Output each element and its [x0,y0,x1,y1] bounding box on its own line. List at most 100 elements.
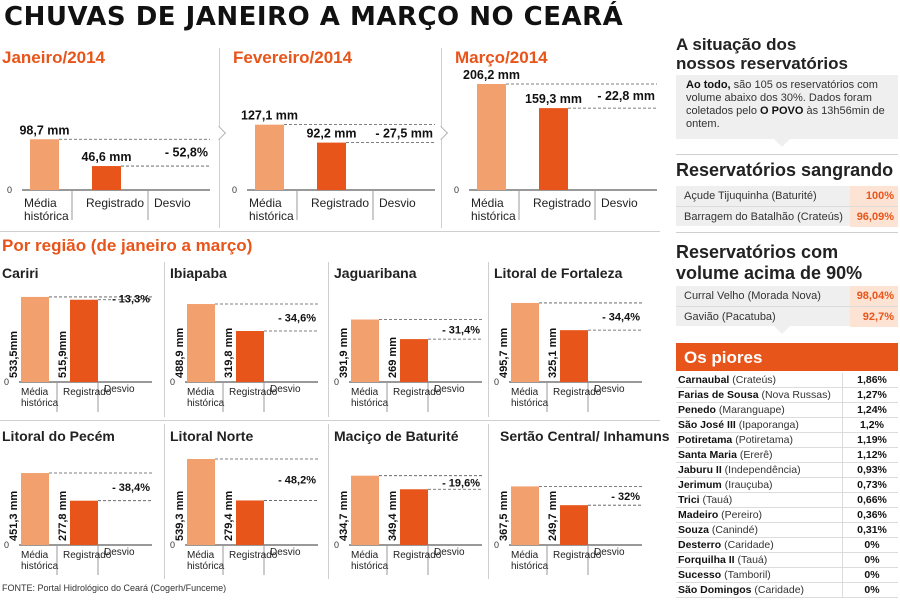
chart-title-litoral-norte: Litoral Norte [170,428,254,444]
category-label-media-line-2: histórica [24,209,69,223]
category-label-registrado: Registrado [63,387,112,398]
piores-row: Potiretama (Potiretama) 1,19% [676,433,898,448]
value-label-media: 206,2 mm [463,68,520,82]
bar-media-historica [511,302,539,382]
category-label-desvio: Desvio [104,547,135,558]
section-title: Por região (de janeiro a março) [2,236,253,255]
category-label-media: Média [249,196,282,210]
category-label-media-line-2: histórica [351,398,389,409]
category-label-registrado: Registrado [311,196,369,210]
bar-media-historica [187,304,215,382]
bar-media-historica [351,475,379,545]
reservoir-value: 1,27% [857,389,887,401]
sangrando-row: Barragem do Batalhão (Crateús) 96,09% [676,206,898,227]
chart-title-cariri: Cariri [2,265,39,281]
category-label-media: Média [511,387,539,398]
acima-title-line-1: Reservatórios com [676,242,839,262]
zero-tick: 0 [334,540,339,550]
info-text: Ao todo, são 105 os reservatórios com vo… [686,79,891,131]
bar-registrado [236,500,264,545]
value-label-media: 451,3 mm [8,491,20,541]
category-label-media: Média [21,387,49,398]
reservoir-name: Açude Tijuquinha (Baturité) [684,190,817,202]
bar-registrado [236,331,264,382]
deviation-label: - 19,6% [442,477,480,489]
category-label-registrado: Registrado [86,196,144,210]
reservoir-name: Penedo (Maranguape) [678,404,785,416]
chart-title-macico-baturite: Maciço de Baturité [334,428,459,444]
chart-title-sertao-central: Sertão Central/ Inhamuns [500,428,670,444]
value-label-media: 434,7 mm [338,491,350,541]
info-lead: Ao todo, [686,79,731,91]
category-label-media-line-2: histórica [21,561,59,572]
reservoir-value: 0,66% [857,494,887,506]
piores-title: Os piores [684,348,763,367]
value-label-media: 98,7 mm [19,123,69,137]
bar-media-historica [477,84,506,190]
acima-title-line-2: volume acima de 90% [676,263,863,283]
category-label-desvio: Desvio [104,384,135,395]
zero-tick: 0 [7,185,12,195]
zero-tick: 0 [494,540,499,550]
reservoir-value: 96,09% [850,207,898,227]
zero-tick: 0 [454,185,459,195]
chart-title-litoral-pecem: Litoral do Pecém [2,428,115,444]
value-label-media: 391,9 mm [338,328,350,378]
value-label-registrado: 46,6 mm [81,150,131,164]
chart-title-ibiapaba: Ibiapaba [170,265,227,281]
value-label-media: 488,9 mm [174,328,186,378]
deviation-label: - 52,8% [165,146,208,160]
bar-registrado [400,339,428,382]
reservoir-value: 98,04% [850,286,898,306]
piores-row: Santa Maria (Ererê) 1,12% [676,448,898,463]
sangrando-row: Açude Tijuquinha (Baturité) 100% [676,186,898,206]
zero-tick: 0 [232,185,237,195]
piores-row: Carnaubal (Crateús) 1,86% [676,373,898,388]
value-label-media: 533,5mm [8,331,20,378]
acima-row: Curral Velho (Morada Nova) 98,04% [676,286,898,306]
zero-tick: 0 [4,540,9,550]
value-label-media: 127,1 mm [241,109,298,123]
piores-row: Madeiro (Pereiro) 0,36% [676,508,898,523]
reservoir-name: São Domingos (Caridade) [678,584,805,596]
piores-row: Sucesso (Tamboril) 0% [676,568,898,583]
reservoir-value: 1,86% [857,374,887,386]
chart-marco: 0 206,2 mm 159,3 mm - 22,8 mm Médiahistórica… [454,68,657,223]
category-label-registrado: Registrado [553,387,602,398]
reservoir-name: Forquilha II (Tauá) [678,554,768,566]
reservoir-value: 0% [864,554,880,566]
reservoir-name: Santa Maria (Ererê) [678,449,773,461]
category-label-media: Média [24,196,57,210]
category-label-media: Média [511,550,539,561]
zero-tick: 0 [170,540,175,550]
reservoir-name: Desterro (Caridade) [678,539,774,551]
chart-title-fevereiro: Fevereiro/2014 [233,48,353,67]
bar-media-historica [21,296,49,382]
situation-title-line-2: nossos reservatórios [676,54,848,73]
bar-media-historica [21,473,49,545]
category-label-desvio: Desvio [594,384,625,395]
source-note: FONTE: Portal Hidrológico do Ceará (Coge… [2,583,227,593]
category-label-media-line-2: histórica [351,561,389,572]
value-label-registrado: 92,2 mm [306,127,356,141]
reservoir-value: 1,12% [857,449,887,461]
category-label-registrado: Registrado [63,550,112,561]
category-label-media: Média [21,550,49,561]
bar-registrado [92,166,121,190]
reservoir-name: Madeiro (Pereiro) [678,509,763,521]
piores-row: Jaburu II (Independência) 0,93% [676,463,898,478]
deviation-label: - 38,4% [112,482,150,494]
category-label-media: Média [471,196,504,210]
bar-registrado [539,108,568,190]
piores-row: Desterro (Caridade) 0% [676,538,898,553]
piores-row: São José III (Ipaporanga) 1,2% [676,418,898,433]
category-label-media: Média [187,550,215,561]
deviation-label: - 48,2% [278,475,316,487]
chart-title-janeiro: Janeiro/2014 [2,48,106,67]
reservoir-value: 0,73% [857,479,887,491]
